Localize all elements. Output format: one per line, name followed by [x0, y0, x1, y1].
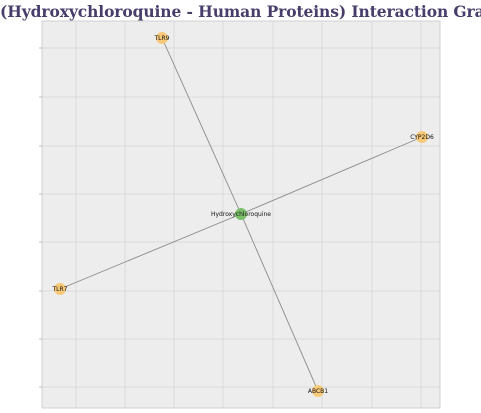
- nodes: [54, 32, 428, 397]
- node-cyp2d6[interactable]: [416, 131, 428, 143]
- edges: [59, 37, 423, 392]
- node-label-tlr9: TLR9: [154, 35, 170, 42]
- node-label-hydroxychloroquine: Hydroxychloroquine: [211, 211, 271, 218]
- edge-hydroxychloroquine-tlr9: [161, 37, 242, 215]
- node-label-cyp2d6: CYP2D6: [410, 134, 434, 141]
- node-tlr7[interactable]: [54, 283, 66, 295]
- edge-hydroxychloroquine-tlr7: [59, 213, 242, 290]
- node-tlr9[interactable]: [156, 32, 168, 44]
- edge-hydroxychloroquine-cyp2d6: [240, 136, 423, 215]
- node-hydroxychloroquine[interactable]: [235, 208, 247, 220]
- graph-title: (Hydroxychloroquine - Human Proteins) In…: [0, 2, 481, 21]
- edge-hydroxychloroquine-abcb1: [240, 213, 319, 392]
- grid: [39, 21, 440, 408]
- node-labels: Hydroxychloroquine TLR9 CYP2D6 TLR7 ABCB1: [52, 35, 434, 395]
- node-label-abcb1: ABCB1: [308, 388, 328, 395]
- node-abcb1[interactable]: [312, 385, 324, 397]
- node-label-tlr7: TLR7: [52, 286, 68, 293]
